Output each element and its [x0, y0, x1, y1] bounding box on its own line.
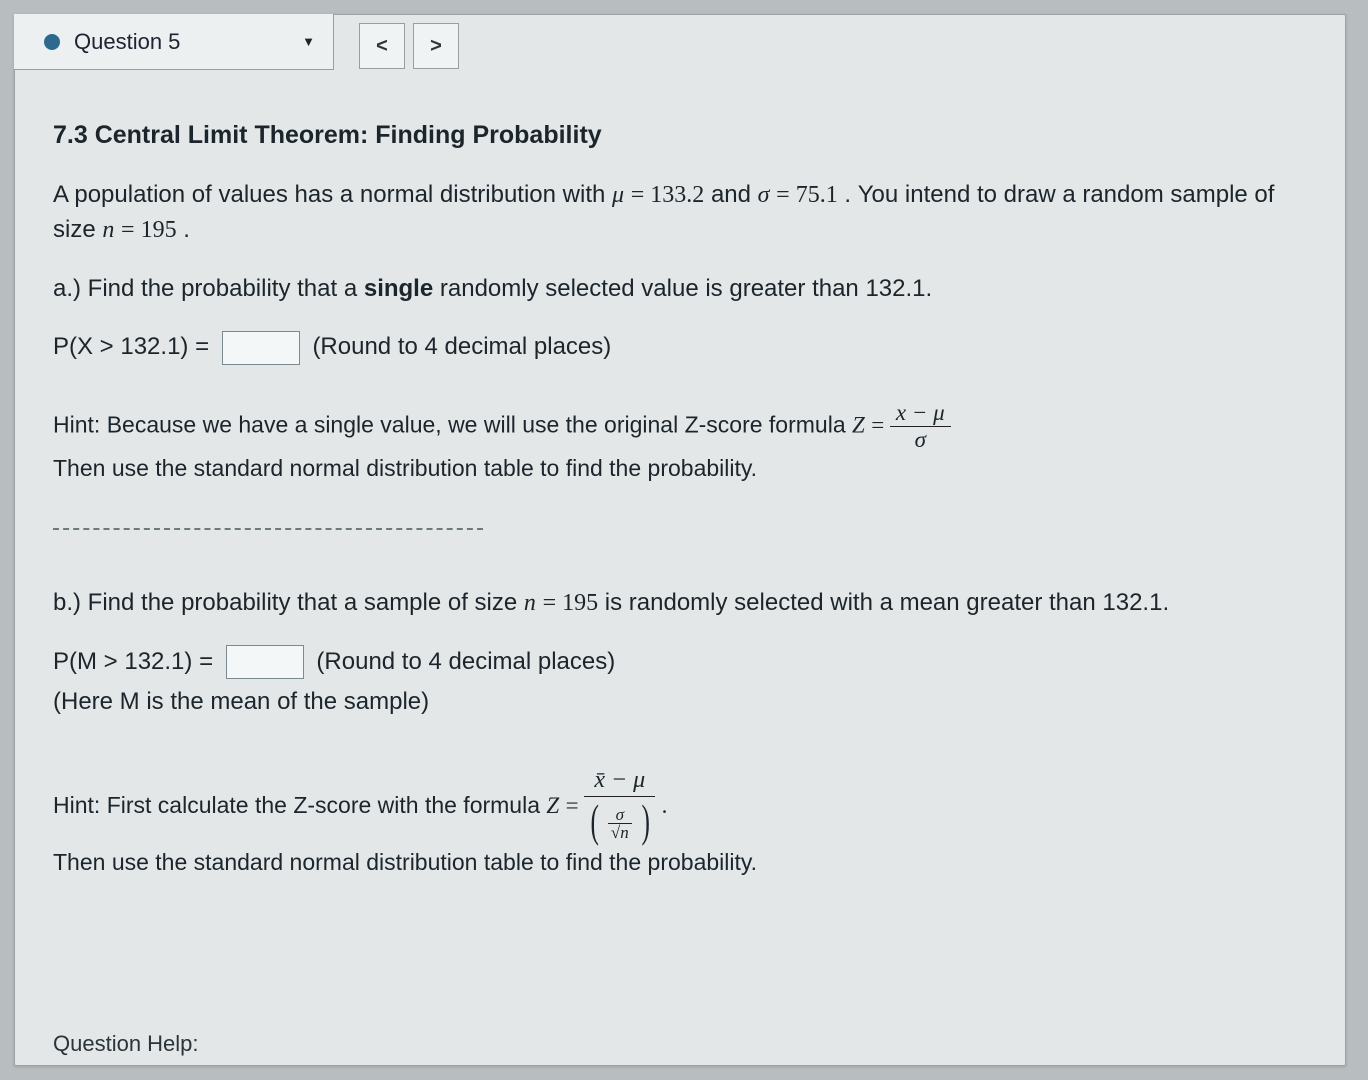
section-title: 7.3 Central Limit Theorem: Finding Proba… [53, 121, 1307, 150]
equals-1: = [631, 182, 651, 208]
a-hint-z: Z [852, 413, 865, 438]
n-value: 195 [141, 217, 177, 243]
equals-3: = [121, 217, 141, 243]
answer-input-a[interactable] [222, 331, 300, 365]
a-hint-eq: = [871, 413, 890, 438]
question-help-label: Question Help: [53, 1031, 199, 1057]
question-selector[interactable]: Question 5 ▼ [14, 14, 334, 70]
sigma-symbol: σ [758, 182, 770, 208]
part-a-answer-line: P(X > 132.1) = (Round to 4 decimal place… [53, 330, 1307, 365]
b-den-den: √n [608, 824, 632, 841]
b-round-note: (Round to 4 decimal places) [316, 648, 615, 675]
part-b-prompt: b.) Find the probability that a sample o… [53, 586, 1307, 621]
a-text-1: a.) Find the probability that a [53, 275, 364, 302]
chevron-right-icon: > [430, 35, 442, 58]
b-hint-eq: = [566, 793, 585, 818]
question-panel: Question 5 ▼ < > 7.3 Central Limit Theor… [14, 14, 1346, 1066]
b-den-num: σ [608, 806, 632, 824]
mu-value: 133.2 [650, 182, 704, 208]
part-b-answer-line: P(M > 132.1) = (Round to 4 decimal place… [53, 645, 1307, 680]
a-hint-fraction: x − μ σ [890, 401, 951, 452]
a-frac-num: x − μ [890, 401, 951, 427]
part-a-prompt: a.) Find the probability that a single r… [53, 272, 1307, 307]
b-text-2: is randomly selected with a mean greater… [605, 589, 1169, 616]
a-text-2: randomly selected value is greater than … [440, 275, 932, 302]
a-frac-den: σ [890, 427, 951, 452]
b-n-value: 195 [562, 590, 598, 616]
prev-question-button[interactable]: < [359, 23, 405, 69]
b-n-eq: = [543, 590, 563, 616]
intro-text-2: and [711, 181, 758, 208]
intro-text-1: A population of values has a normal dist… [53, 181, 612, 208]
part-b-hint: Hint: First calculate the Z-score with t… [53, 768, 1307, 880]
question-content: 7.3 Central Limit Theorem: Finding Proba… [15, 71, 1345, 880]
chevron-left-icon: < [376, 35, 388, 58]
n-symbol: n [102, 217, 114, 243]
section-divider [53, 528, 483, 530]
part-a-hint: Hint: Because we have a single value, we… [53, 401, 1307, 486]
lparen-icon: ( [590, 798, 598, 844]
rparen-icon: ) [641, 798, 649, 844]
b-frac-dot: . [662, 793, 668, 818]
b-expression: P(M > 132.1) = [53, 648, 213, 675]
a-expression: P(X > 132.1) = [53, 333, 209, 360]
next-question-button[interactable]: > [413, 23, 459, 69]
question-label: Question 5 [74, 29, 180, 55]
b-frac-num: x̄ − μ [584, 768, 655, 797]
b-n-symbol: n [524, 590, 536, 616]
answer-input-b[interactable] [226, 645, 304, 679]
a-round-note: (Round to 4 decimal places) [312, 333, 611, 360]
question-toolbar: Question 5 ▼ < > [15, 15, 1345, 71]
b-hint-line2: Then use the standard normal distributio… [53, 849, 757, 875]
mu-symbol: μ [612, 182, 624, 208]
b-text-1: b.) Find the probability that a sample o… [53, 589, 524, 616]
part-b-note: (Here M is the mean of the sample) [53, 685, 1307, 720]
a-hint-text: Because we have a single value, we will … [107, 412, 852, 438]
sigma-value: 75.1 [796, 182, 838, 208]
problem-intro: A population of values has a normal dist… [53, 178, 1307, 248]
hint-label-b: Hint: [53, 792, 100, 818]
equals-2: = [776, 182, 796, 208]
chevron-down-icon: ▼ [302, 34, 315, 49]
b-inner-fraction: σ √n [608, 806, 632, 841]
intro-text-4: . [183, 216, 190, 243]
status-dot-icon [44, 34, 60, 50]
b-hint-z: Z [546, 793, 559, 818]
hint-label-a: Hint: [53, 412, 100, 438]
a-bold: single [364, 275, 433, 302]
b-hint-fraction: x̄ − μ ( σ √n ) [584, 768, 655, 846]
b-frac-den: ( σ √n ) [584, 797, 655, 846]
b-hint-text: First calculate the Z-score with the for… [107, 792, 547, 818]
a-hint-line2: Then use the standard normal distributio… [53, 455, 757, 481]
